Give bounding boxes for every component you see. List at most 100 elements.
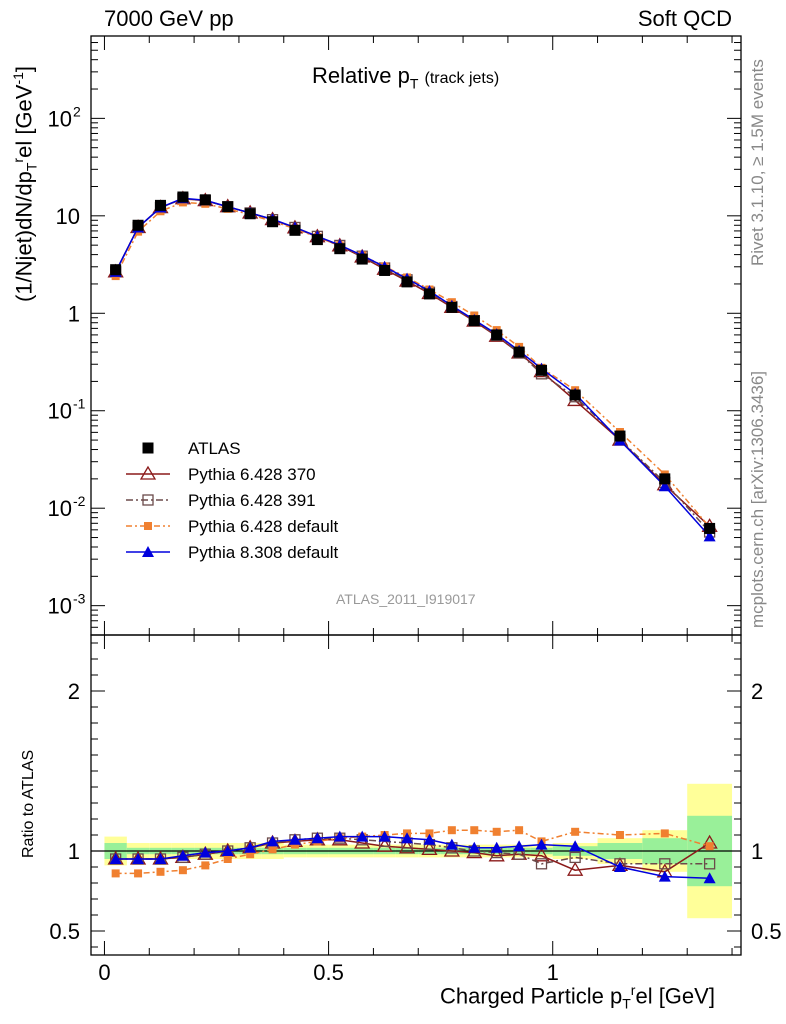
x-axis-title-sub: T (622, 995, 631, 1012)
point-atlas (614, 430, 626, 442)
y-tick-label: 10 (48, 399, 72, 424)
y-axis-title-end: ] (11, 65, 37, 73)
y-tick-label: 10 (48, 496, 72, 521)
y-axis-title-main: (1/Njet)dN/dp (11, 171, 37, 302)
point-pythia-8-308-default (703, 530, 716, 542)
ratio-point-pythia-8-308-default (311, 832, 324, 844)
legend-marker-pythia-6-428-391 (142, 494, 154, 506)
legend-marker-pythia-6-428-default (144, 522, 152, 530)
point-atlas (289, 224, 301, 236)
ratio-point-pythia-6-428-391 (659, 858, 671, 870)
series-line-pythia-8-308-default (114, 197, 711, 537)
y-tick-label: 10 (56, 204, 80, 229)
legend-label-atlas: ATLAS (188, 439, 241, 458)
point-atlas (446, 301, 458, 313)
ratio-y-tick-label-left: 2 (68, 679, 80, 704)
point-atlas (401, 276, 413, 288)
ratio-point-pythia-8-308-default (333, 830, 346, 842)
y-axis-title-tail: el [GeV (11, 84, 37, 158)
ratio-point-pythia-6-428-370 (533, 847, 550, 862)
ratio-point-pythia-6-428-default (492, 827, 501, 836)
y-axis-unit-sup: -1 (10, 72, 26, 85)
ratio-point-pythia-8-308-default (266, 835, 279, 847)
point-atlas (222, 201, 234, 213)
ratio-y-tick-label-right: 0.5 (751, 919, 782, 944)
legend-marker-atlas (142, 442, 154, 454)
ratio-point-pythia-6-428-default (246, 850, 255, 859)
plot-title: Relative pT (track jets) (312, 63, 499, 91)
ratio-point-pythia-6-428-default (268, 845, 277, 854)
point-atlas (132, 219, 144, 231)
ratio-y-tick-label-right: 2 (751, 679, 763, 704)
ratio-point-pythia-6-428-default (178, 866, 187, 875)
ratio-point-pythia-8-308-default (423, 833, 436, 845)
y-tick-exponent: 2 (73, 103, 81, 119)
x-tick-label: 0 (98, 960, 110, 985)
y-axis-title: (1/Njet)dN/dpTrel [GeV-1] (10, 66, 40, 302)
y-tick-label: 10 (48, 106, 72, 131)
point-atlas (177, 191, 189, 203)
legend-label-pythia-6-428-370: Pythia 6.428 370 (188, 465, 316, 484)
ratio-point-pythia-8-308-default (221, 845, 234, 856)
point-pythia-8-308-default (658, 480, 671, 492)
ratio-y-tick-label-left: 0.5 (49, 919, 80, 944)
ratio-y-tick-label-left: 1 (68, 839, 80, 864)
x-tick-label: 1 (547, 960, 559, 985)
ratio-line-pythia-8-308-default (115, 835, 710, 879)
ratio-point-pythia-6-428-default (470, 826, 479, 835)
ratio-y-tick-label-right: 1 (751, 839, 763, 864)
ratio-point-pythia-8-308-default (490, 841, 503, 853)
ratio-point-pythia-6-428-370 (354, 834, 371, 849)
point-atlas (110, 264, 122, 276)
ratio-point-pythia-8-308-default (199, 846, 212, 858)
analysis-id-label: ATLAS_2011_I919017 (336, 591, 476, 607)
point-atlas (311, 234, 323, 246)
ratio-point-pythia-6-428-default (111, 869, 120, 878)
ratio-point-pythia-8-308-default (288, 833, 301, 845)
ratio-point-pythia-6-428-370 (567, 861, 584, 876)
y-axis-title-sub: T (23, 162, 40, 172)
point-atlas (154, 199, 166, 211)
point-atlas (379, 264, 391, 276)
point-atlas (569, 389, 581, 401)
mcplots-label: mcplots.cern.ch [arXiv:1306.3436] (748, 370, 767, 628)
point-atlas (513, 346, 525, 358)
x-axis-title: Charged Particle pTrel [GeV] (440, 982, 715, 1012)
ratio-point-pythia-8-308-default (569, 840, 582, 852)
ratio-point-pythia-6-428-default (515, 826, 524, 835)
ratio-point-pythia-6-428-default (223, 855, 232, 863)
ratio-point-pythia-8-308-default (401, 832, 414, 844)
ratio-point-pythia-6-428-default (615, 831, 624, 839)
ratio-point-pythia-8-308-default (378, 830, 391, 842)
point-atlas (334, 243, 346, 255)
ratio-point-pythia-6-428-default (447, 826, 456, 835)
legend-label-pythia-8-308-default: Pythia 8.308 default (188, 543, 339, 562)
ratio-point-pythia-8-308-default (468, 841, 481, 853)
point-atlas (536, 364, 548, 376)
ratio-point-pythia-6-428-391 (535, 858, 548, 870)
ratio-point-pythia-8-308-default (445, 838, 458, 850)
ratio-point-pythia-8-308-default (513, 840, 526, 852)
rivet-version-label: Rivet 3.1.10, ≥ 1.5M events (748, 59, 767, 266)
point-atlas (468, 315, 480, 327)
ratio-point-pythia-8-308-default (244, 841, 257, 853)
ratio-point-pythia-8-308-default (176, 849, 189, 861)
point-atlas (199, 194, 211, 206)
x-axis-title-main: Charged Particle p (440, 983, 623, 1009)
ratio-point-pythia-6-428-391 (569, 851, 581, 864)
header-left-label: 7000 GeV pp (104, 6, 234, 31)
y-tick-exponent: -1 (73, 396, 86, 412)
ratio-point-pythia-6-428-default (425, 829, 434, 838)
ratio-point-pythia-6-428-370 (398, 839, 416, 854)
legend-label-pythia-6-428-391: Pythia 6.428 391 (188, 491, 316, 510)
ratio-point-pythia-6-428-default (705, 842, 714, 851)
y-tick-label: 1 (68, 301, 80, 326)
title-subscript: T (409, 75, 419, 92)
ratio-point-pythia-6-428-default (201, 861, 210, 870)
ratio-point-pythia-8-308-default (703, 872, 716, 884)
ratio-point-pythia-6-428-391 (703, 858, 716, 870)
ratio-point-pythia-8-308-default (154, 853, 167, 864)
ratio-point-pythia-6-428-370 (443, 842, 460, 857)
x-axis-title-tail: el [GeV] (635, 983, 715, 1009)
